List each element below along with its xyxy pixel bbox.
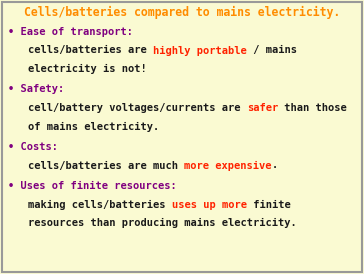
Text: resources than producing mains electricity.: resources than producing mains electrici…: [28, 218, 297, 228]
Text: / mains: / mains: [247, 45, 297, 56]
Text: highly portable: highly portable: [153, 45, 247, 56]
Text: making cells/batteries: making cells/batteries: [28, 199, 172, 210]
Text: cells/batteries are much: cells/batteries are much: [28, 161, 184, 170]
Text: cells/batteries are: cells/batteries are: [28, 45, 153, 56]
Text: • Costs:: • Costs:: [8, 142, 58, 152]
Text: • Ease of transport:: • Ease of transport:: [8, 27, 133, 37]
Text: cell/battery voltages/currents are: cell/battery voltages/currents are: [28, 103, 247, 113]
Text: uses up more: uses up more: [172, 199, 247, 210]
Text: of mains electricity.: of mains electricity.: [28, 121, 159, 132]
Text: more expensive: more expensive: [184, 161, 272, 170]
FancyBboxPatch shape: [2, 2, 362, 272]
Text: Cells/batteries compared to mains electricity.: Cells/batteries compared to mains electr…: [24, 6, 340, 19]
Text: finite: finite: [247, 199, 290, 210]
Text: electricity is not!: electricity is not!: [28, 64, 147, 74]
Text: than those: than those: [278, 103, 347, 113]
Text: • Safety:: • Safety:: [8, 84, 64, 95]
Text: • Uses of finite resources:: • Uses of finite resources:: [8, 181, 177, 191]
Text: .: .: [272, 161, 278, 170]
Text: safer: safer: [247, 103, 278, 113]
